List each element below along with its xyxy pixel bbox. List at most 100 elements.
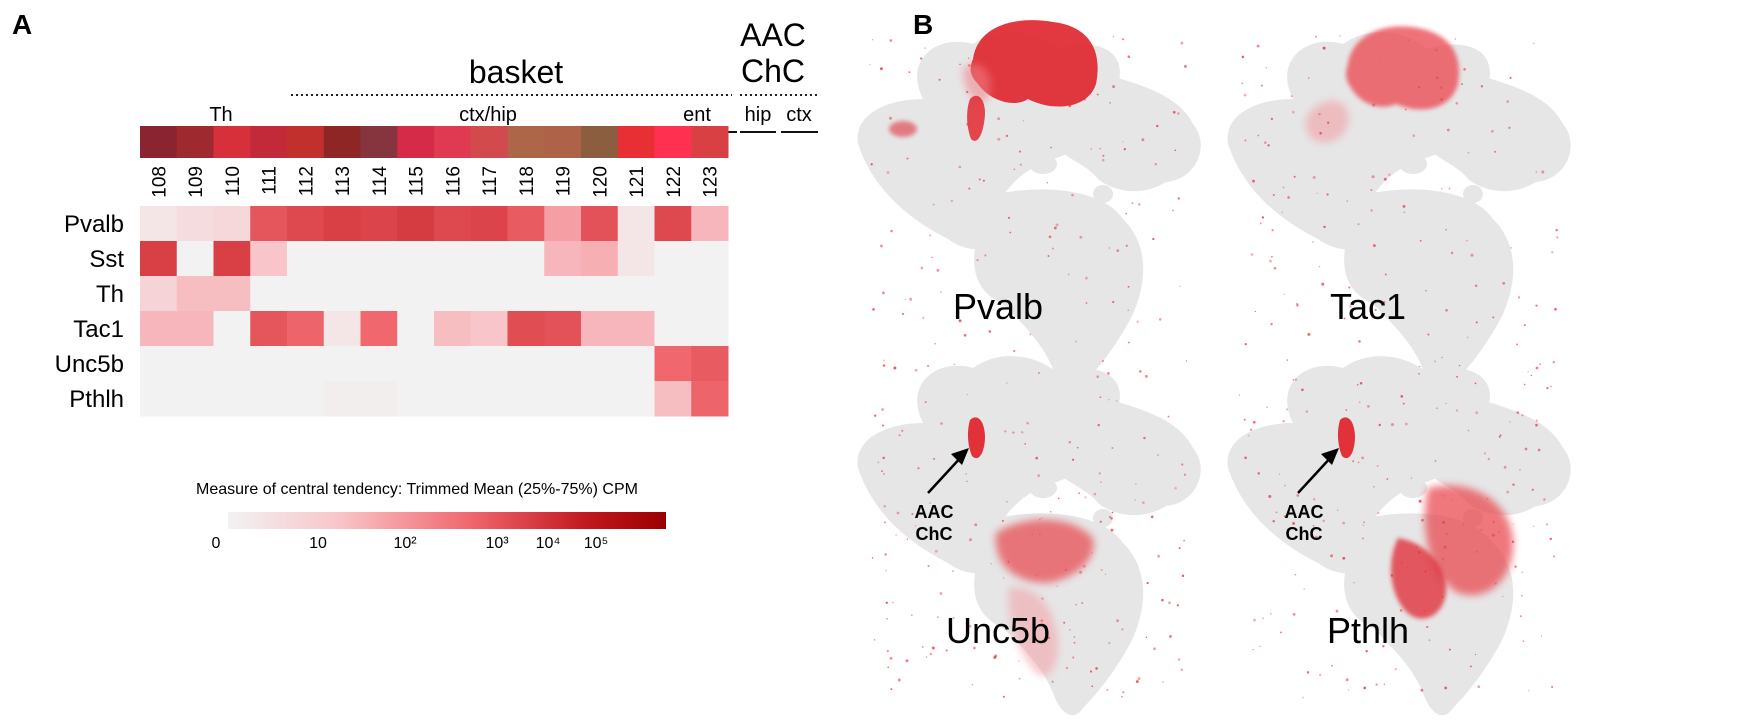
heat-cell-pvalb-108 [140, 206, 178, 242]
cluster-label-122: 122 [664, 166, 685, 198]
umap-label-tac1: Tac1 [1330, 286, 1406, 327]
cluster-label-110: 110 [223, 166, 244, 196]
heat-cell-pvalb-121 [617, 206, 655, 242]
heat-cell-pvalb-112 [287, 206, 325, 242]
pthlh-arrowhead [1321, 448, 1339, 465]
cluster-swatch-119 [544, 126, 582, 158]
cluster-swatch-117 [470, 126, 508, 158]
heat-cell-unc5b-112 [287, 346, 325, 382]
heat-cell-pthlh-112 [287, 381, 325, 417]
heat-cell-tac1-123 [691, 311, 729, 347]
heat-cell-unc5b-122 [654, 346, 692, 382]
heat-cell-pthlh-121 [617, 381, 655, 417]
heat-cell-th-123 [691, 276, 729, 312]
heat-cell-tac1-116 [434, 311, 472, 347]
heat-cell-th-118 [507, 276, 545, 312]
heat-cell-pvalb-122 [654, 206, 692, 242]
heat-cell-unc5b-121 [617, 346, 655, 382]
heat-cell-tac1-114 [360, 311, 398, 347]
heat-cell-sst-117 [470, 241, 508, 277]
subgroup-label-hip: hip [745, 104, 772, 126]
heat-cell-tac1-111 [250, 311, 288, 347]
pthlh-aac-cluster [1337, 417, 1355, 459]
heat-cell-sst-114 [360, 241, 398, 277]
subgroup-label-ent: ent [683, 104, 711, 126]
heat-cell-unc5b-115 [397, 346, 435, 382]
heatmap-cells [140, 206, 729, 417]
subgroup-label-th: Th [209, 104, 232, 126]
cluster-label-112: 112 [296, 166, 317, 196]
cluster-swatch-111 [250, 126, 288, 158]
heat-cell-th-122 [654, 276, 692, 312]
heat-cell-pthlh-119 [544, 381, 582, 417]
cluster-swatch-123 [691, 126, 729, 158]
group-label-chc: ChC [741, 53, 805, 89]
umap-panel-pthlh: AAC ChC Pthlh [1227, 356, 1571, 716]
heat-cell-unc5b-114 [360, 346, 398, 382]
heat-cell-pvalb-120 [581, 206, 619, 242]
gene-label-pvalb: Pvalb [64, 211, 124, 238]
cluster-swatch-109 [176, 126, 214, 158]
heat-cell-tac1-119 [544, 311, 582, 347]
cluster-label-120: 120 [590, 166, 611, 198]
group-label-basket: basket [469, 54, 563, 90]
cluster-labels: 108 109 110 111 112 113 114 115 116 117 118 119 120 1… [149, 166, 721, 198]
heat-cell-sst-121 [617, 241, 655, 277]
heat-cell-tac1-117 [470, 311, 508, 347]
color-scale-tick: 10⁴ [536, 535, 561, 552]
cluster-color-bar [140, 126, 729, 158]
unc5b-arrowhead [951, 448, 969, 465]
cluster-label-123: 123 [701, 166, 722, 198]
heat-cell-tac1-121 [617, 311, 655, 347]
color-scale-bar [228, 512, 666, 529]
heat-cell-tac1-112 [287, 311, 325, 347]
cluster-label-119: 119 [554, 166, 575, 196]
heat-cell-th-114 [360, 276, 398, 312]
cluster-label-115: 115 [407, 166, 428, 196]
heat-cell-sst-122 [654, 241, 692, 277]
heat-cell-tac1-110 [213, 311, 251, 347]
panel-a-label: A [12, 9, 32, 40]
heat-cell-pthlh-111 [250, 381, 288, 417]
heat-cell-th-112 [287, 276, 325, 312]
heat-cell-unc5b-113 [323, 346, 361, 382]
pthlh-arrow [1297, 454, 1334, 494]
heat-cell-tac1-115 [397, 311, 435, 347]
heat-cell-pthlh-115 [397, 381, 435, 417]
cluster-label-113: 113 [333, 166, 354, 196]
heat-cell-unc5b-110 [213, 346, 251, 382]
cluster-label-116: 116 [443, 166, 464, 196]
cluster-swatch-118 [507, 126, 545, 158]
heat-cell-unc5b-120 [581, 346, 619, 382]
gene-label-sst: Sst [89, 246, 124, 273]
heat-cell-sst-119 [544, 241, 582, 277]
heat-cell-th-115 [397, 276, 435, 312]
heat-cell-pthlh-123 [691, 381, 729, 417]
heat-cell-pvalb-109 [176, 206, 214, 242]
heat-cell-tac1-120 [581, 311, 619, 347]
cluster-swatch-112 [287, 126, 325, 158]
umap-label-pvalb: Pvalb [953, 286, 1043, 327]
color-scale-tick: 10³ [485, 535, 509, 552]
umap-panel-tac1: Tac1 [1227, 26, 1571, 392]
group-label-aac: AAC [740, 17, 806, 53]
heat-cell-pvalb-123 [691, 206, 729, 242]
cluster-label-111: 111 [260, 166, 281, 195]
heat-cell-th-119 [544, 276, 582, 312]
unc5b-annotation-aac: AAC [915, 502, 954, 522]
heat-cell-unc5b-111 [250, 346, 288, 382]
cluster-swatch-122 [654, 126, 692, 158]
heat-cell-unc5b-123 [691, 346, 729, 382]
color-scale-tick: 10⁵ [584, 535, 608, 552]
subgroup-label-ctx-hip: ctx/hip [459, 104, 517, 126]
heat-cell-pvalb-115 [397, 206, 435, 242]
umap-label-unc5b: Unc5b [946, 610, 1050, 651]
color-scale-tick: 10² [393, 535, 417, 552]
unc5b-aac-cluster [967, 417, 985, 459]
color-scale-title: Measure of central tendency: Trimmed Mea… [196, 481, 638, 498]
pthlh-annotation-aac: AAC [1285, 502, 1324, 522]
heat-cell-sst-118 [507, 241, 545, 277]
heat-cell-pthlh-109 [176, 381, 214, 417]
heat-cell-sst-108 [140, 241, 178, 277]
